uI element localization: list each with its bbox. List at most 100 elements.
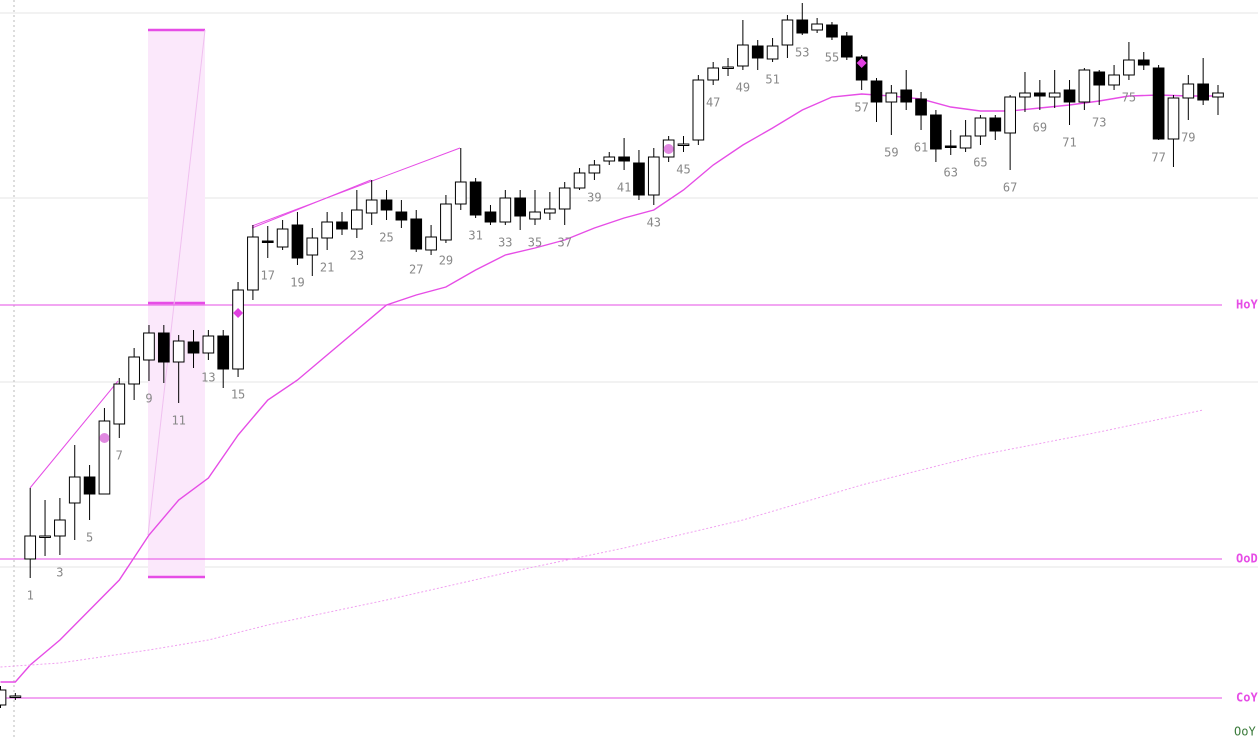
candle-body (544, 208, 556, 214)
bar-number: 41 (617, 181, 631, 195)
candle-body (336, 221, 348, 230)
candle-body (826, 24, 838, 38)
candle-body (1123, 59, 1135, 76)
candle-body (54, 519, 66, 537)
candle-body (1137, 59, 1150, 66)
bar-number: 1 (27, 589, 34, 603)
candle-body (380, 199, 393, 211)
bar-number: 17 (261, 269, 275, 283)
candle-body (232, 289, 244, 370)
candle-body (83, 476, 96, 495)
candle-body (989, 117, 1002, 132)
candle-body (1212, 92, 1224, 98)
bar-number: 43 (647, 216, 661, 230)
candle-body (469, 181, 482, 216)
bar-number: 23 (350, 249, 364, 263)
candle-body (454, 181, 467, 205)
bar-number: 49 (736, 81, 750, 95)
candle-body (870, 80, 883, 103)
candle-body (974, 117, 987, 137)
annotations (29, 28, 461, 579)
bar-number: 9 (145, 392, 152, 406)
candle-body (247, 236, 259, 291)
bar-number: 73 (1092, 116, 1106, 130)
bar-number: 75 (1122, 91, 1136, 105)
bar-number: 27 (409, 263, 423, 277)
signal-diamond (233, 308, 244, 318)
bar-number: 35 (528, 236, 542, 250)
signal-diamond (856, 58, 867, 68)
candle-body (0, 689, 7, 706)
candle-body (425, 236, 437, 251)
level-label: HoY (1236, 298, 1258, 312)
bar-number: 39 (587, 191, 601, 205)
bar-number: 47 (706, 96, 720, 110)
footer-label: OoY (1234, 725, 1256, 738)
bar-number: 25 (379, 231, 393, 245)
signal-dot (99, 433, 110, 443)
ma-line (0, 409, 1204, 668)
candle-body (261, 240, 274, 243)
bar-number: 29 (439, 254, 453, 268)
candle-body (855, 56, 868, 81)
candle-body (9, 695, 22, 698)
candle-body (766, 45, 779, 60)
candle-body (157, 332, 170, 363)
bar-number: 45 (676, 163, 690, 177)
candle-body (1152, 67, 1165, 140)
candle-body (840, 35, 853, 58)
candle-body (930, 114, 942, 150)
bar-number: 71 (1062, 136, 1076, 150)
candle-body (113, 383, 126, 425)
bar-number: 61 (914, 141, 928, 155)
candle-body (1108, 74, 1120, 86)
bar-number: 63 (944, 166, 958, 180)
level-label: CoY (1236, 691, 1258, 705)
candle-body (707, 67, 720, 81)
bar-number: 15 (231, 388, 245, 402)
candle-body (321, 221, 333, 239)
candle-body (603, 156, 616, 162)
candle-body (558, 187, 571, 210)
bar-number: 37 (557, 236, 571, 250)
candle-body (677, 143, 690, 146)
candle-body (410, 218, 423, 250)
candle-body (588, 164, 601, 174)
bar-number: 53 (795, 46, 809, 60)
candle-body (811, 23, 823, 31)
candle-body (98, 420, 111, 495)
candle-body (1182, 83, 1195, 99)
candle-body (350, 209, 363, 230)
candle-body (1093, 71, 1106, 86)
candle-body (737, 44, 749, 67)
candle-body (1004, 96, 1016, 134)
candle-body (395, 211, 408, 221)
candle-body (39, 535, 51, 538)
candle-body (143, 332, 155, 361)
bar-number: 19 (290, 276, 304, 290)
candle-body (781, 19, 794, 46)
candle-body (128, 356, 140, 385)
candle-body (24, 535, 37, 560)
candle-body (1033, 92, 1046, 97)
candle-body (484, 211, 497, 223)
candle-body (1019, 92, 1031, 98)
candle-body (172, 340, 185, 363)
candle-body (1078, 69, 1091, 103)
bar-number: 79 (1181, 131, 1195, 145)
candle-body (68, 476, 81, 504)
candle-body (692, 79, 705, 141)
candle-body (751, 45, 764, 59)
bar-number: 69 (1033, 121, 1047, 135)
bar-number: 11 (171, 414, 185, 428)
bar-number: 57 (854, 101, 868, 115)
bar-number: 67 (1003, 181, 1017, 195)
candle-body (514, 197, 527, 217)
candle-body (959, 135, 972, 149)
candle-body (1063, 89, 1076, 103)
candle-body (722, 66, 734, 69)
candle-body (202, 335, 215, 354)
candle-body (1048, 92, 1061, 98)
